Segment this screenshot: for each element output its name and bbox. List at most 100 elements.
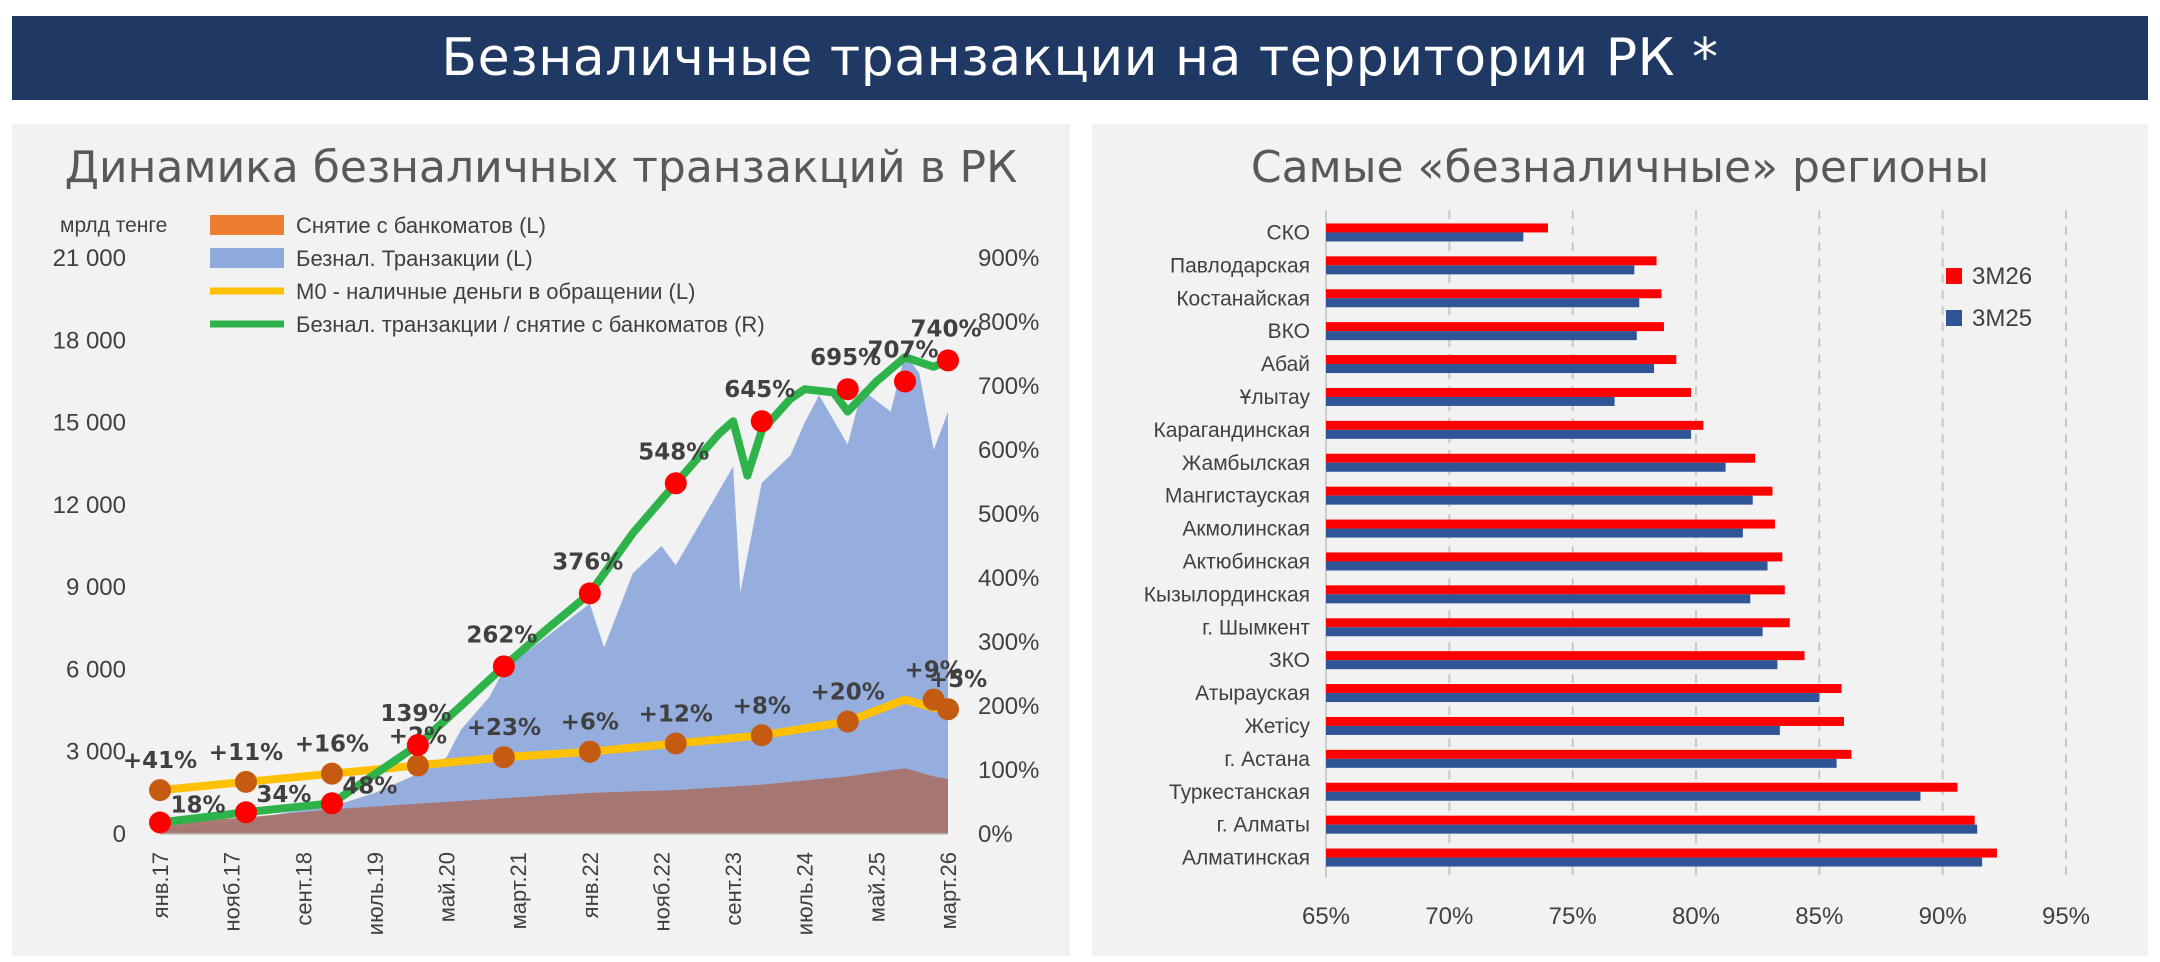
ratio-value-label: 34% <box>256 782 311 808</box>
ratio-marker <box>937 349 959 372</box>
ratio-value-label: 18% <box>170 792 225 818</box>
category-label: Атырауская <box>1195 682 1310 705</box>
y-right-tick-label: 200% <box>978 693 1039 720</box>
x-tick-label: май.20 <box>435 852 460 922</box>
y-right-tick-label: 0% <box>978 821 1013 848</box>
atm-withdrawals-area <box>160 768 948 834</box>
cashless-transactions-area <box>160 354 948 834</box>
x-tick-label: 70% <box>1425 903 1473 930</box>
bar-3m25 <box>1326 725 1780 735</box>
y-left-tick-label: 18 000 <box>53 327 126 354</box>
m0-growth-marker <box>406 754 429 777</box>
y-right-tick-label: 100% <box>978 757 1039 784</box>
page-title: Безналичные транзакции на территории РК … <box>441 28 1719 88</box>
regions-chart-panel: Самые «безналичные» регионы 65% 70% 75% 80% 8… <box>1092 124 2148 956</box>
ratio-marker <box>149 811 171 834</box>
bar-3m25 <box>1326 693 1820 703</box>
ratio-marker <box>836 378 859 401</box>
x-tick-label: сент.18 <box>291 852 316 926</box>
bar-3m25 <box>1326 265 1635 275</box>
m0-growth-label: +6% <box>561 710 619 736</box>
bar-3m25 <box>1326 627 1763 637</box>
category-label: Костанайская <box>1176 287 1310 310</box>
y-left-unit-label: мрлд тенге <box>60 214 167 237</box>
bar-3m26 <box>1326 684 1842 694</box>
x-tick-label: июль.24 <box>793 852 818 935</box>
bar-3m26 <box>1326 651 1805 661</box>
bar-3m25 <box>1326 429 1692 439</box>
bar-3m26 <box>1326 716 1844 726</box>
x-tick-label: 90% <box>1919 903 1967 930</box>
legend-swatch <box>210 248 284 268</box>
bar-3m26 <box>1326 387 1692 397</box>
legend-swatch <box>1946 310 1962 326</box>
category-label: Акмолинская <box>1182 518 1310 541</box>
bar-3m25 <box>1326 232 1524 242</box>
ratio-marker <box>406 734 429 757</box>
category-label: ВКО <box>1268 320 1310 343</box>
bar-3m25 <box>1326 561 1768 571</box>
category-label: Жамбылская <box>1182 452 1310 475</box>
ratio-value-label: 740% <box>910 316 981 342</box>
bar-3m25 <box>1326 758 1837 768</box>
bar-3m26 <box>1326 486 1773 496</box>
m0-growth-marker <box>234 770 257 793</box>
ratio-marker <box>492 655 515 678</box>
category-label: Ұлытау <box>1240 386 1311 409</box>
legend-label: 3М25 <box>1972 305 2032 332</box>
ratio-value-label: 645% <box>724 377 795 403</box>
x-tick-label: май.25 <box>864 852 889 922</box>
category-label: Актюбинская <box>1183 550 1310 573</box>
ratio-value-label: 695% <box>810 345 881 371</box>
legend-swatch <box>1946 268 1962 284</box>
x-tick-label: нояб.22 <box>649 852 674 931</box>
y-right-tick-label: 600% <box>978 437 1039 464</box>
m0-growth-marker <box>320 762 343 785</box>
bar-3m25 <box>1326 528 1743 538</box>
page-banner: Безналичные транзакции на территории РК … <box>12 16 2148 100</box>
dynamics-chart-panel: Динамика безналичных транзакций в РК мрлд… <box>12 124 1070 956</box>
ratio-value-label: 548% <box>638 439 709 465</box>
ratio-marker <box>664 472 687 495</box>
bar-3m25 <box>1326 364 1655 374</box>
legend-label: Снятие с банкоматов (L) <box>296 213 546 238</box>
ratio-value-label: 376% <box>552 549 623 575</box>
x-tick-label: нояб.17 <box>220 852 245 931</box>
legend-label: Безнал. транзакции / снятие с банкоматов… <box>296 312 765 337</box>
m0-growth-marker <box>750 724 773 747</box>
category-label: СКО <box>1267 221 1311 244</box>
bar-3m25 <box>1326 462 1726 472</box>
category-label: Абай <box>1261 353 1310 376</box>
ratio-value-label: 48% <box>342 773 397 799</box>
y-left-tick-label: 21 000 <box>53 245 126 272</box>
legend-swatch <box>210 215 284 235</box>
y-left-tick-label: 9 000 <box>66 574 126 601</box>
m0-line <box>159 695 949 795</box>
x-tick-label: июль.19 <box>363 852 388 935</box>
ratio-marker <box>894 370 917 393</box>
bar-3m26 <box>1326 848 1997 858</box>
dynamics-chart: Динамика безналичных транзакций в РК мрлд… <box>53 142 1040 935</box>
category-label: Мангистауская <box>1165 485 1310 508</box>
bar-3m25 <box>1326 824 1978 834</box>
bar-3m26 <box>1326 453 1756 463</box>
ratio-marker <box>234 801 257 824</box>
bar-3m26 <box>1326 322 1664 332</box>
bar-3m26 <box>1326 749 1852 759</box>
y-right-tick-label: 700% <box>978 373 1039 400</box>
m0-growth-marker <box>492 746 515 769</box>
x-tick-label: март.26 <box>936 852 961 929</box>
m0-growth-label: +41% <box>123 748 197 774</box>
y-right-tick-label: 300% <box>978 629 1039 656</box>
bar-3m26 <box>1326 289 1662 299</box>
y-left-tick-label: 3 000 <box>66 739 126 766</box>
category-label: г. Алматы <box>1217 814 1310 837</box>
x-tick-label: янв.17 <box>148 852 173 918</box>
bar-3m26 <box>1326 519 1775 529</box>
ratio-value-label: 262% <box>466 622 537 648</box>
regions-chart: Самые «безналичные» регионы 65% 70% 75% 80% 8… <box>1144 142 2090 930</box>
bar-3m25 <box>1326 857 1983 867</box>
x-tick-label: 65% <box>1302 903 1350 930</box>
m0-growth-label: +8% <box>733 693 791 719</box>
ratio-value-label: 139% <box>380 701 451 727</box>
